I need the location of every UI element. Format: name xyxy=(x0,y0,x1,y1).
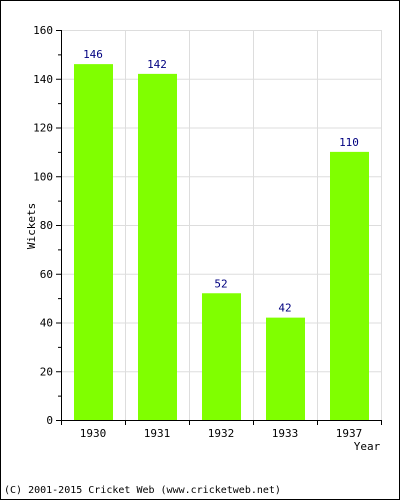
y-tick-label: 80 xyxy=(40,219,53,232)
data-label: 42 xyxy=(278,302,291,315)
y-axis-ticks: 0 20 40 60 80 100 120 140 160 xyxy=(33,24,61,427)
y-tick-label: 100 xyxy=(33,170,53,183)
grid-lines xyxy=(61,30,382,420)
y-tick-label: 160 xyxy=(33,24,53,37)
x-tick-label: 1932 xyxy=(208,427,235,440)
bar-series xyxy=(74,64,369,420)
bar xyxy=(138,73,177,420)
bar xyxy=(74,64,113,420)
x-axis-ticks: 1930 1931 1932 1933 1937 xyxy=(61,420,382,440)
y-tick-label: 140 xyxy=(33,73,53,86)
y-tick-label: 120 xyxy=(33,122,53,135)
y-tick-label: 20 xyxy=(40,365,53,378)
axes xyxy=(61,30,381,421)
y-tick-label: 40 xyxy=(40,317,53,330)
y-tick-label: 0 xyxy=(46,414,53,427)
copyright-footer: (C) 2001-2015 Cricket Web (www.cricketwe… xyxy=(4,485,281,496)
data-labels: 146 142 52 42 110 xyxy=(83,48,359,315)
x-tick-label: 1930 xyxy=(80,427,107,440)
y-axis-label: Wickets xyxy=(25,203,38,249)
data-label: 142 xyxy=(147,58,167,71)
data-label: 110 xyxy=(339,136,359,149)
bar xyxy=(330,151,369,420)
data-label: 146 xyxy=(83,48,103,61)
x-tick-label: 1931 xyxy=(144,427,171,440)
x-tick-label: 1937 xyxy=(336,427,363,440)
x-axis-label: Year xyxy=(354,440,381,453)
y-tick-label: 60 xyxy=(40,268,53,281)
x-tick-label: 1933 xyxy=(272,427,299,440)
data-label: 52 xyxy=(214,277,227,290)
bar xyxy=(266,317,305,420)
bar xyxy=(202,293,241,420)
